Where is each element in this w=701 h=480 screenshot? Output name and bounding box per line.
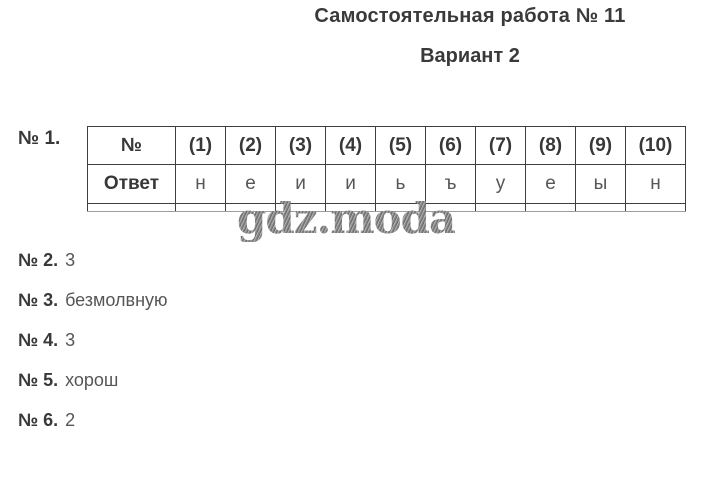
task-answer-value: 3 xyxy=(65,330,76,350)
header-cell-5: (5) xyxy=(375,126,426,165)
task-1-answers-table: № (1) (2) (3) (4) (5) (6) (7) (8) (9) (10) Ответ н е… xyxy=(87,126,686,212)
header-cell-10: (10) xyxy=(625,126,686,165)
table-empty-row xyxy=(87,203,686,212)
task-answer-line-5: № 5. хорош xyxy=(18,370,118,391)
header-cell-9: (9) xyxy=(575,126,626,165)
task-answer-line-6: № 6. 2 xyxy=(18,410,75,431)
answer-cell-9: ы xyxy=(575,164,626,204)
header-cell-7: (7) xyxy=(475,126,526,165)
answer-cell-10: н xyxy=(625,164,686,204)
task-label: № 6. xyxy=(18,410,59,430)
empty-cell-8 xyxy=(525,203,576,212)
answer-cell-3: и xyxy=(275,164,326,204)
page-subtitle: Вариант 2 xyxy=(420,45,520,67)
answer-cell-8: е xyxy=(525,164,576,204)
header-cell-2: (2) xyxy=(225,126,276,165)
header-cell-8: (8) xyxy=(525,126,576,165)
header-cell-1: (1) xyxy=(175,126,226,165)
task-answer-value: 3 xyxy=(65,250,76,270)
table-answer-row: Ответ н е и и ь ъ у е ы н xyxy=(87,164,686,204)
answer-cell-1: н xyxy=(175,164,226,204)
task-answer-line-4: № 4. 3 xyxy=(18,330,75,351)
watermark-text: gdz.moda xyxy=(237,194,456,243)
task-label: № 5. xyxy=(18,370,59,390)
answer-row-label: Ответ xyxy=(87,164,176,204)
table-header-row: № (1) (2) (3) (4) (5) (6) (7) (8) (9) (10) xyxy=(87,126,686,165)
header-cell-number-sign: № xyxy=(87,126,176,165)
header-cell-3: (3) xyxy=(275,126,326,165)
task-answer-value: 2 xyxy=(65,410,76,430)
task-1-label: № 1. xyxy=(18,128,61,149)
empty-cell-7 xyxy=(475,203,526,212)
header-cell-4: (4) xyxy=(325,126,376,165)
empty-cell-0 xyxy=(87,203,176,212)
task-label: № 3. xyxy=(18,290,59,310)
task-label: № 2. xyxy=(18,250,59,270)
header-cell-6: (6) xyxy=(425,126,476,165)
answer-cell-6: ъ xyxy=(425,164,476,204)
task-answer-line-3: № 3. безмолвную xyxy=(18,290,168,311)
task-answer-value: безмолвную xyxy=(65,290,168,310)
empty-cell-10 xyxy=(625,203,686,212)
page-title: Самостоятельная работа № 11 xyxy=(314,5,626,27)
task-label: № 4. xyxy=(18,330,59,350)
empty-cell-9 xyxy=(575,203,626,212)
empty-cell-1 xyxy=(175,203,226,212)
answer-cell-7: у xyxy=(475,164,526,204)
task-answer-line-2: № 2. 3 xyxy=(18,250,75,271)
answer-cell-4: и xyxy=(325,164,376,204)
task-answer-value: хорош xyxy=(65,370,119,390)
